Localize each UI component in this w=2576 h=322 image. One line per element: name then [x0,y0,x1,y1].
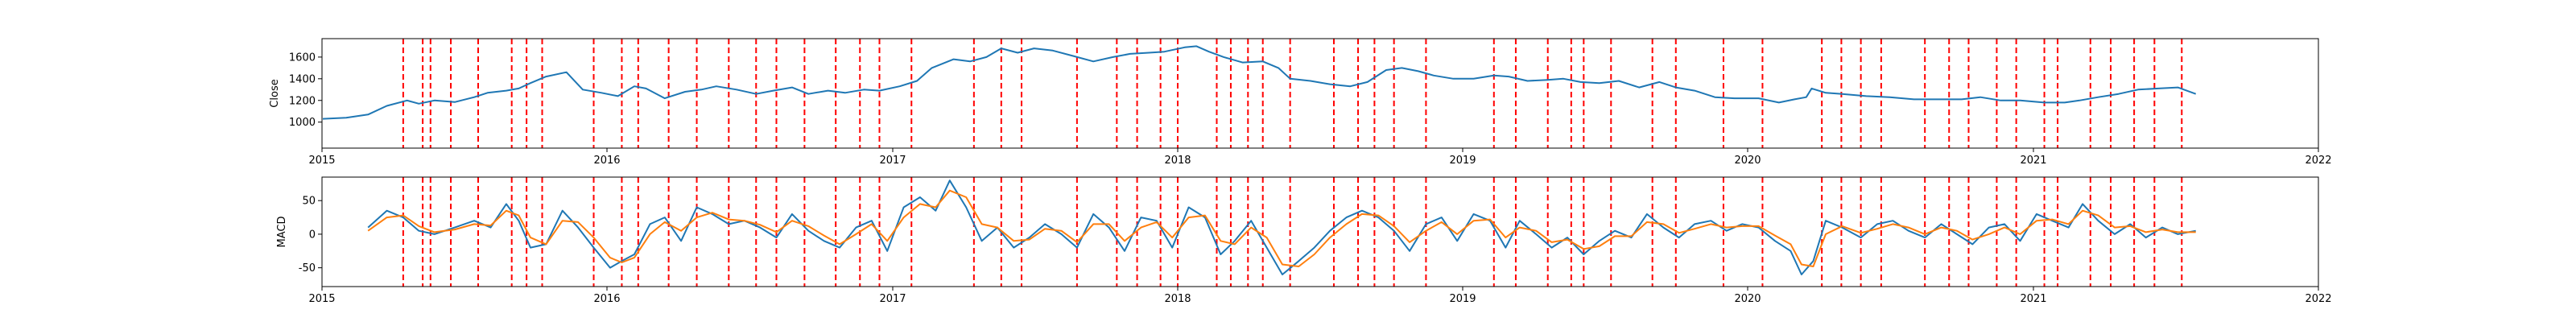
macd-xtick-label: 2021 [2020,293,2046,305]
macd-series-line-1 [367,180,2196,275]
macd-ylabel: MACD [276,217,288,248]
macd-xtick-label: 2017 [879,293,906,305]
macd-series [367,180,2196,275]
close-ytick-label: 1000 [289,117,316,129]
macd-plot-frame [321,176,2319,287]
macd-ytick-label: 0 [309,229,316,241]
close-ytick-label: 1400 [289,73,316,85]
close-xtick-label: 2020 [1734,155,1761,167]
macd-xtick-label: 2018 [1164,293,1191,305]
close-signal-markers [402,39,2183,148]
macd-xtick-label: 2022 [2305,293,2331,305]
close-xtick-label: 2022 [2305,155,2331,167]
macd-axes-ticks: 2015 2016 2017 2018 2019 2020 2021 2022 -50 0 50 [299,196,2332,305]
macd-xtick-label: 2019 [1449,293,1476,305]
close-xtick-label: 2018 [1164,155,1191,167]
macd-ytick-label: -50 [299,262,316,275]
macd-xtick-label: 2020 [1734,293,1761,305]
close-xtick-label: 2016 [593,155,620,167]
close-series [322,45,2197,120]
close-axes-ticks: 2015 2016 2017 2018 2019 2020 2021 2022 1000 1200… [289,52,2332,167]
close-series-line-1 [322,45,2197,120]
macd-signal-markers [402,177,2183,287]
close-ylabel: Close [269,79,281,107]
macd-xtick-label: 2015 [308,293,335,305]
close-xtick-label: 2021 [2020,155,2046,167]
macd-series-line-2 [367,189,2196,267]
close-plot-frame [321,38,2319,149]
close-xtick-label: 2015 [308,155,335,167]
macd-panel: 2015 2016 2017 2018 2019 2020 2021 2022 -50 0 50 M… [276,176,2332,305]
macd-xtick-label: 2016 [593,293,620,305]
close-ytick-label: 1600 [289,52,316,64]
close-xtick-label: 2019 [1449,155,1476,167]
macd-ytick-label: 50 [302,196,316,208]
close-ytick-label: 1200 [289,95,316,107]
close-panel: 2015 2016 2017 2018 2019 2020 2021 2022 1000 1200… [269,38,2332,167]
close-xtick-label: 2017 [879,155,906,167]
